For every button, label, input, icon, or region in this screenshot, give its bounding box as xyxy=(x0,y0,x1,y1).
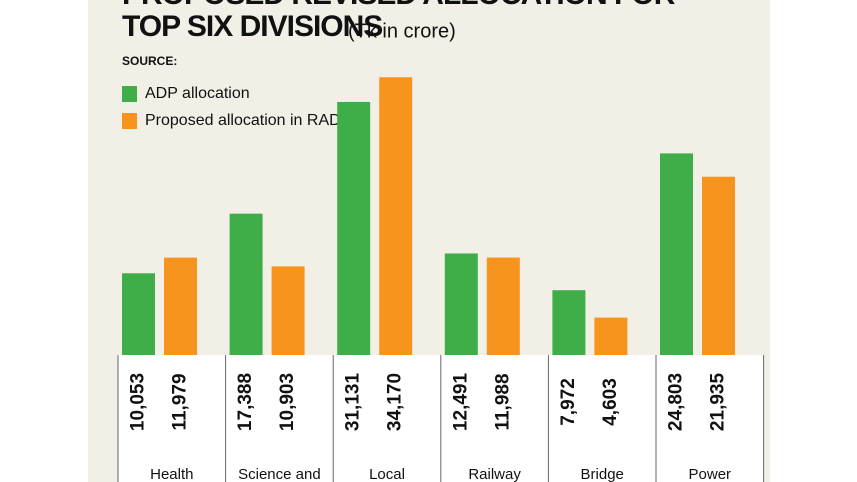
x-tick-label: Bridge xyxy=(581,466,624,482)
x-tick-label: Power xyxy=(689,466,732,482)
legend-label: Proposed allocation in RADP xyxy=(145,112,351,129)
chart-subtitle: TOP SIX DIVISIONS xyxy=(122,10,382,43)
x-tick-label: Science and xyxy=(238,466,321,482)
source-label: SOURCE: xyxy=(122,54,177,68)
unit-label: (Tk in crore) xyxy=(348,20,456,42)
bar xyxy=(444,253,478,355)
chart-title: PROPOSED REVISED ALLOCATION FOR xyxy=(122,0,676,11)
value-label: 31,131 xyxy=(343,373,364,432)
value-label: 10,903 xyxy=(277,373,298,431)
value-label: 12,491 xyxy=(450,373,471,432)
bar xyxy=(122,273,155,355)
x-tick-label: Railway xyxy=(468,466,521,482)
bar xyxy=(379,77,413,356)
value-label: 11,988 xyxy=(492,373,513,430)
value-label: 24,803 xyxy=(666,373,687,431)
legend-swatch xyxy=(122,113,137,129)
bar xyxy=(702,176,735,355)
bar xyxy=(271,266,305,355)
legend-label: ADP allocation xyxy=(145,85,250,102)
value-label: 10,053 xyxy=(128,373,149,431)
bar xyxy=(164,257,197,355)
value-label: 17,388 xyxy=(235,373,256,431)
value-label: 7,972 xyxy=(558,378,579,426)
x-tick-label: Health xyxy=(150,466,193,482)
bar xyxy=(552,290,586,355)
legend-swatch xyxy=(122,86,137,102)
bar xyxy=(229,213,263,355)
value-label: 34,170 xyxy=(385,373,406,431)
bar xyxy=(594,317,628,355)
bar xyxy=(337,101,371,356)
bar xyxy=(486,257,520,355)
x-tick-label: Local xyxy=(369,466,405,482)
value-label: 21,935 xyxy=(708,373,729,432)
value-label: 4,603 xyxy=(600,378,621,426)
bar xyxy=(660,153,693,355)
value-label: 11,979 xyxy=(170,373,191,430)
